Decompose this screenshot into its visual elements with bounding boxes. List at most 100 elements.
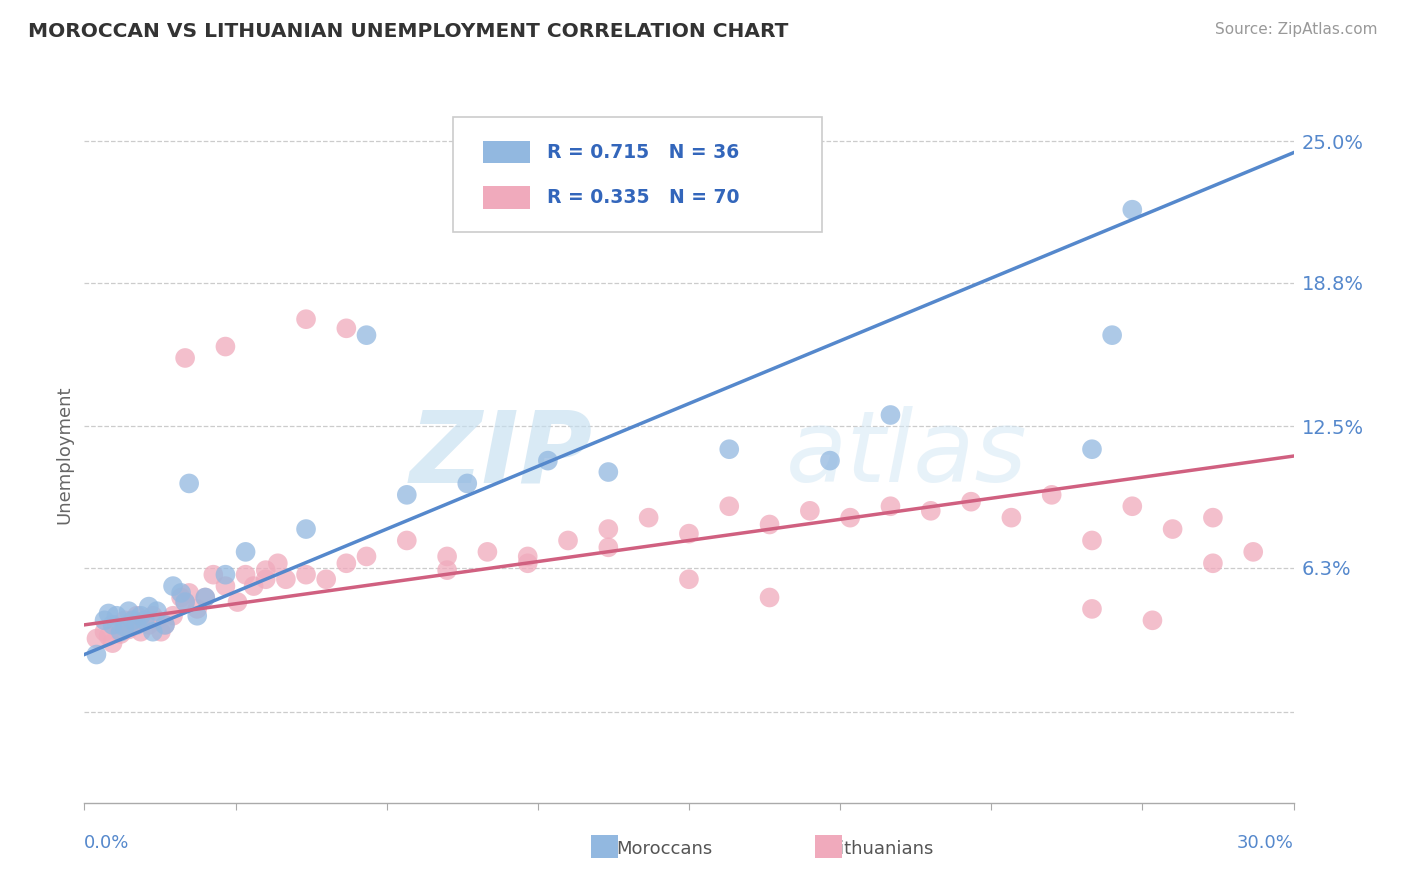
Point — [129, 624, 152, 639]
Point — [129, 608, 152, 623]
Point — [1202, 510, 1225, 524]
Point — [718, 500, 741, 514]
Point — [516, 556, 538, 570]
Point — [194, 591, 217, 605]
FancyBboxPatch shape — [453, 118, 823, 232]
Point — [242, 579, 264, 593]
Point — [162, 579, 184, 593]
Point — [226, 595, 249, 609]
Point — [637, 510, 659, 524]
Point — [1081, 442, 1104, 457]
Text: MOROCCAN VS LITHUANIAN UNEMPLOYMENT CORRELATION CHART: MOROCCAN VS LITHUANIAN UNEMPLOYMENT CORR… — [28, 22, 789, 41]
Point — [179, 586, 201, 600]
Point — [879, 408, 901, 422]
Text: Source: ZipAtlas.com: Source: ZipAtlas.com — [1215, 22, 1378, 37]
Point — [101, 618, 124, 632]
Point — [1161, 522, 1184, 536]
Point — [295, 522, 318, 536]
Point — [456, 476, 478, 491]
Point — [214, 340, 236, 354]
Point — [114, 613, 136, 627]
Point — [179, 476, 201, 491]
Point — [335, 556, 357, 570]
Point — [274, 572, 297, 586]
Point — [105, 618, 128, 632]
Point — [1081, 602, 1104, 616]
Point — [202, 567, 225, 582]
Point — [1121, 202, 1143, 217]
Text: 30.0%: 30.0% — [1237, 834, 1294, 852]
Point — [146, 613, 169, 627]
Point — [436, 549, 458, 564]
Point — [960, 494, 983, 508]
Point — [315, 572, 337, 586]
Point — [799, 504, 821, 518]
Point — [110, 627, 132, 641]
Point — [678, 526, 700, 541]
Point — [1000, 510, 1022, 524]
Point — [105, 608, 128, 623]
Point — [110, 624, 132, 639]
Point — [138, 599, 160, 614]
Point — [235, 545, 257, 559]
Point — [598, 522, 620, 536]
Point — [162, 608, 184, 623]
Point — [678, 572, 700, 586]
Point — [254, 572, 277, 586]
Point — [214, 567, 236, 582]
Point — [598, 541, 620, 555]
Point — [121, 613, 143, 627]
Point — [118, 623, 141, 637]
Text: R = 0.715   N = 36: R = 0.715 N = 36 — [547, 143, 740, 161]
Point — [235, 567, 257, 582]
Point — [758, 517, 780, 532]
Point — [125, 608, 148, 623]
Point — [839, 510, 862, 524]
Text: R = 0.335   N = 70: R = 0.335 N = 70 — [547, 188, 740, 207]
Point — [142, 624, 165, 639]
Text: ZIP: ZIP — [409, 407, 592, 503]
Point — [174, 595, 197, 609]
Text: Lithuanians: Lithuanians — [830, 840, 934, 858]
Point — [395, 488, 418, 502]
Point — [134, 613, 156, 627]
Point — [436, 563, 458, 577]
Point — [516, 549, 538, 564]
Point — [146, 604, 169, 618]
Point — [194, 591, 217, 605]
Text: atlas: atlas — [786, 407, 1028, 503]
Point — [214, 579, 236, 593]
Point — [142, 608, 165, 623]
Point — [920, 504, 942, 518]
Point — [335, 321, 357, 335]
Point — [97, 629, 120, 643]
Point — [153, 618, 176, 632]
Point — [125, 618, 148, 632]
Point — [97, 607, 120, 621]
Point — [598, 465, 620, 479]
Point — [295, 312, 318, 326]
Point — [86, 632, 108, 646]
Point — [1081, 533, 1104, 548]
Point — [1202, 556, 1225, 570]
Point — [86, 648, 108, 662]
Y-axis label: Unemployment: Unemployment — [55, 385, 73, 524]
Point — [395, 533, 418, 548]
Point — [118, 604, 141, 618]
Point — [93, 613, 115, 627]
Point — [121, 618, 143, 632]
Point — [356, 549, 378, 564]
Point — [1142, 613, 1164, 627]
FancyBboxPatch shape — [484, 141, 530, 163]
Point — [818, 453, 841, 467]
Point — [718, 442, 741, 457]
Point — [267, 556, 290, 570]
Point — [93, 624, 115, 639]
Point — [356, 328, 378, 343]
Point — [186, 602, 208, 616]
Point — [758, 591, 780, 605]
Point — [170, 586, 193, 600]
Point — [1241, 545, 1264, 559]
Point — [1101, 328, 1123, 343]
Point — [186, 608, 208, 623]
